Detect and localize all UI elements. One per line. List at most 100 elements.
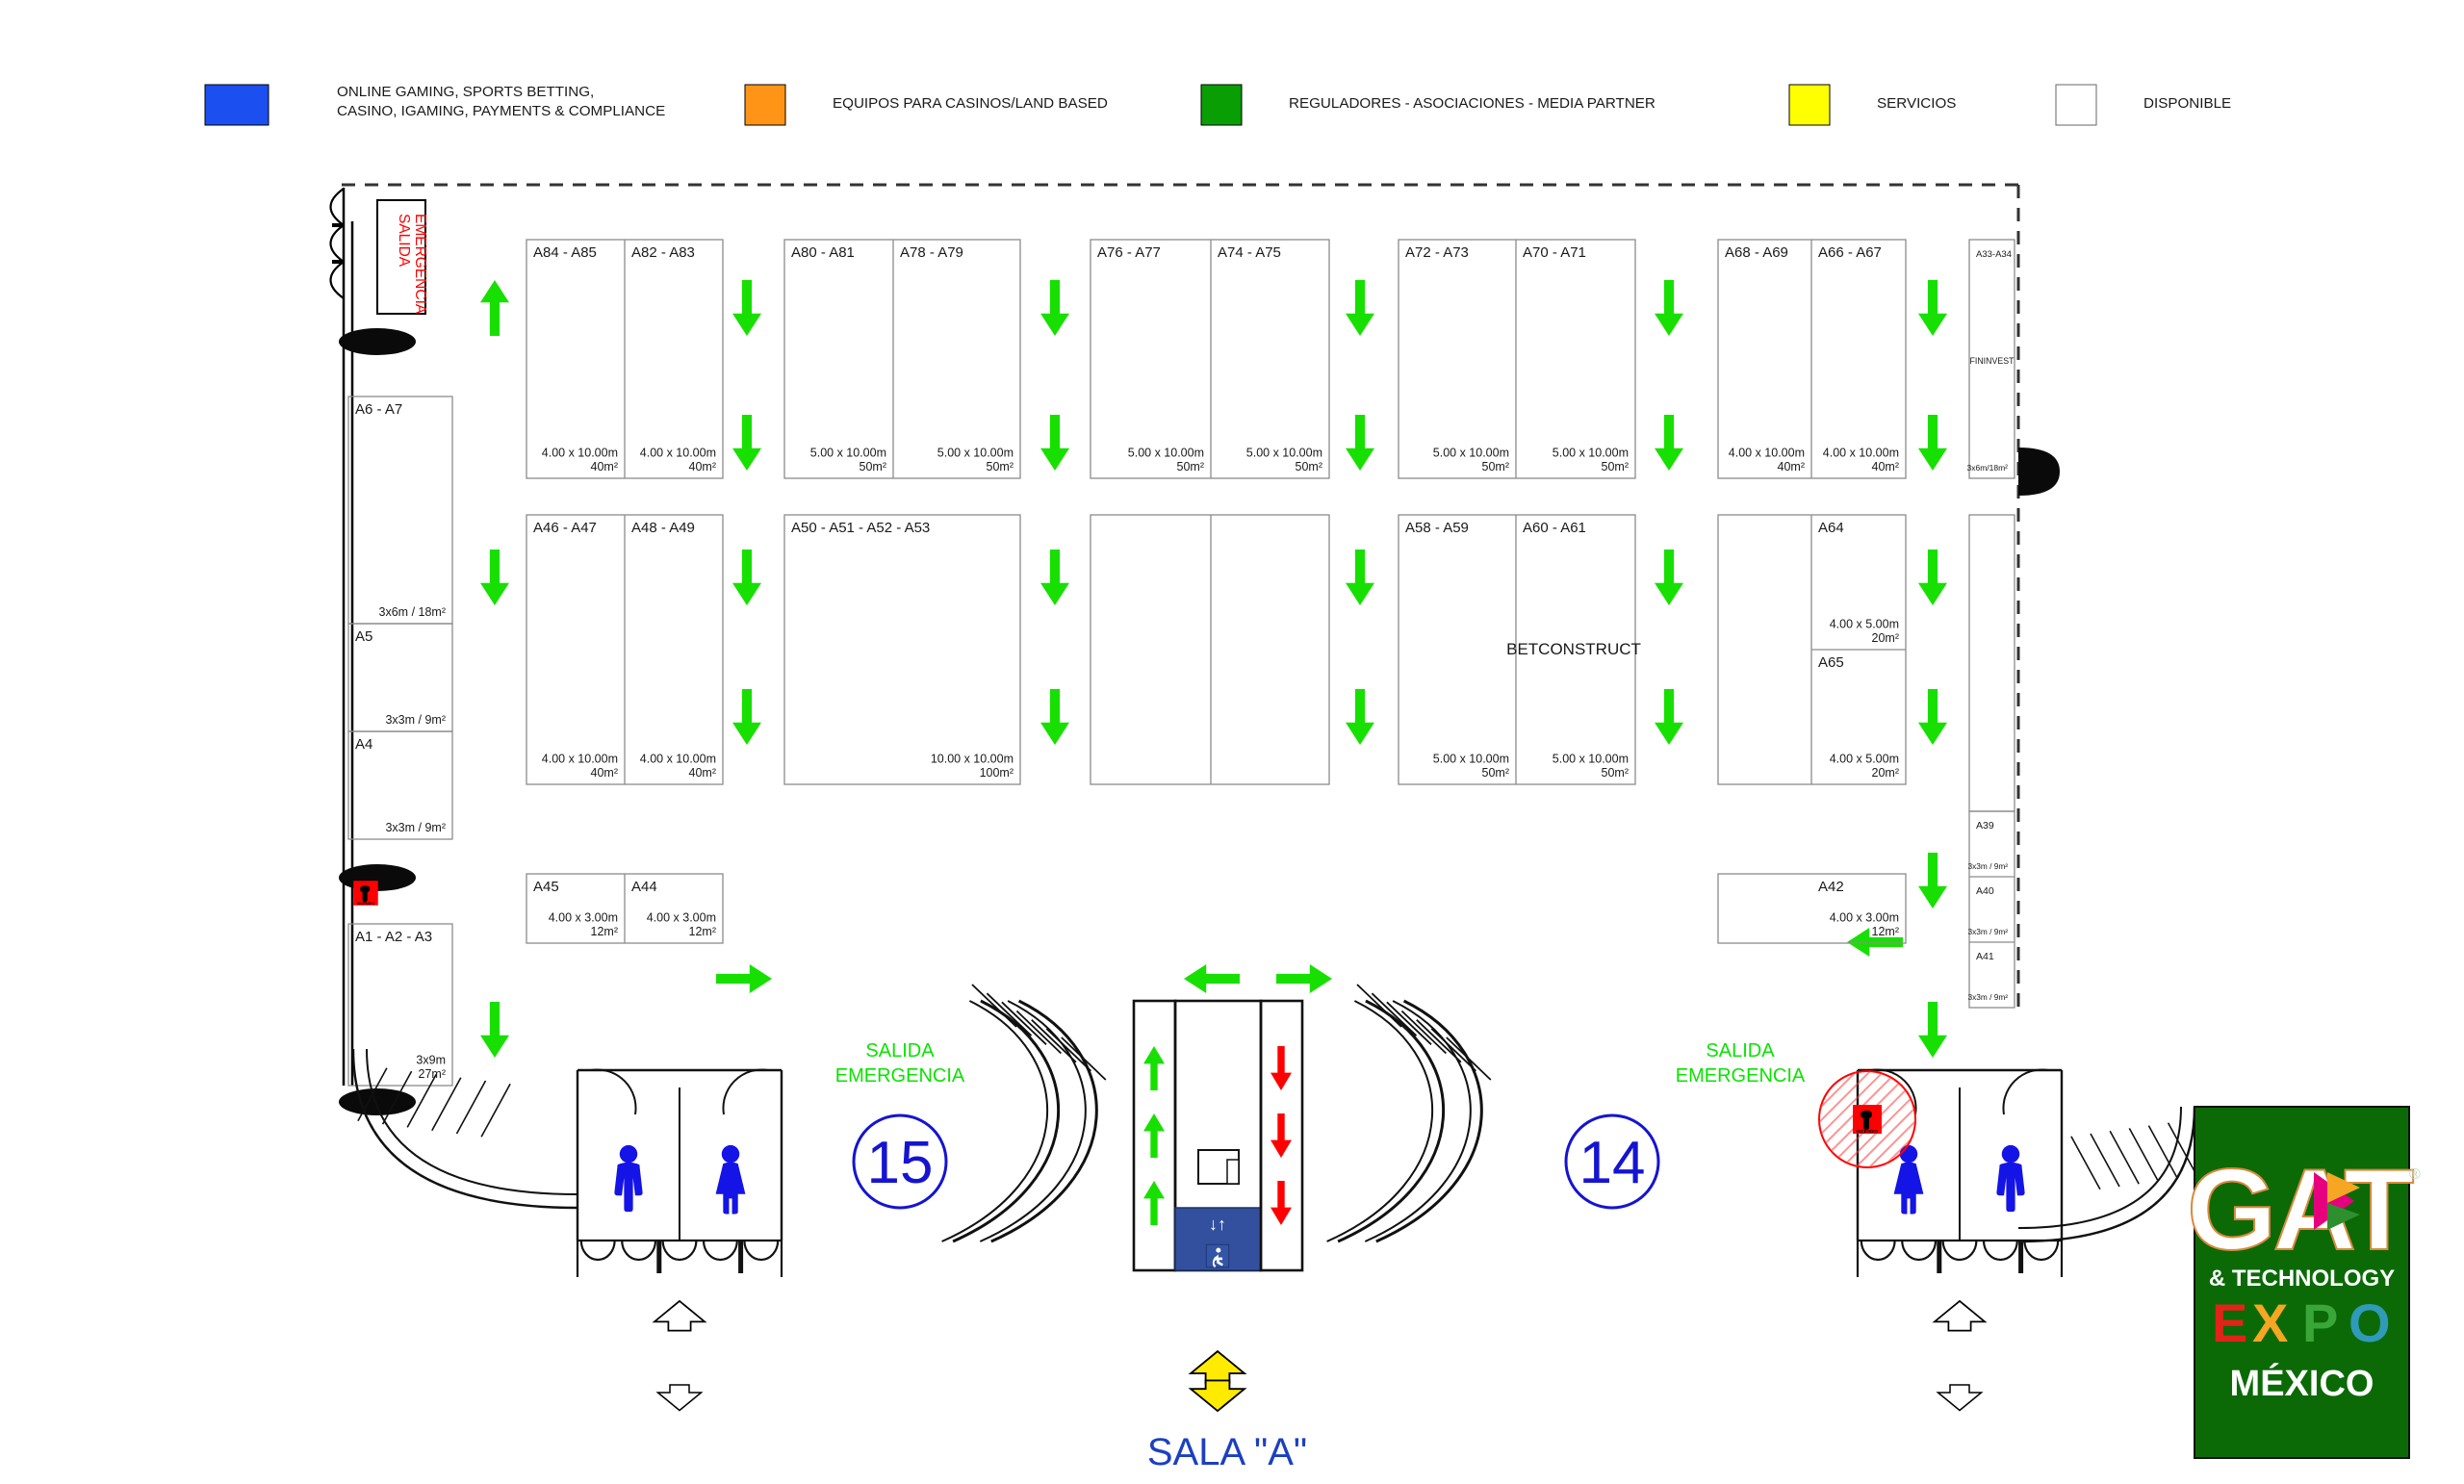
svg-text:50m²: 50m² (1482, 766, 1509, 780)
svg-text:50m²: 50m² (1602, 460, 1629, 473)
svg-text:5.00 x 10.00m: 5.00 x 10.00m (1433, 753, 1509, 766)
svg-text:4.00 x 10.00m: 4.00 x 10.00m (542, 753, 618, 766)
svg-text:4.00 x 10.00m: 4.00 x 10.00m (1823, 447, 1899, 460)
svg-text:3x9m: 3x9m (416, 1054, 446, 1067)
svg-text:3x6m / 18m²: 3x6m / 18m² (379, 605, 446, 619)
svg-text:40m²: 40m² (1872, 460, 1899, 473)
svg-text:15: 15 (867, 1130, 934, 1196)
svg-text:4.00 x 10.00m: 4.00 x 10.00m (640, 753, 716, 766)
svg-text:E: E (2212, 1292, 2247, 1353)
svg-text:A78 - A79: A78 - A79 (900, 244, 963, 261)
svg-text:A58 - A59: A58 - A59 (1405, 520, 1469, 536)
svg-text:A46 - A47: A46 - A47 (533, 520, 597, 536)
svg-text:A33-A34: A33-A34 (1976, 249, 2012, 260)
svg-text:50m²: 50m² (1296, 460, 1322, 473)
svg-text:A64: A64 (1818, 520, 1844, 536)
svg-text:A48 - A49: A48 - A49 (631, 520, 695, 536)
svg-text:5.00 x 10.00m: 5.00 x 10.00m (1246, 447, 1322, 460)
svg-text:4.00 x 10.00m: 4.00 x 10.00m (1729, 447, 1805, 460)
svg-text:A41: A41 (1976, 951, 1994, 962)
svg-text:12m²: 12m² (689, 925, 716, 938)
svg-text:INCENDIO: INCENDIO (357, 902, 375, 906)
svg-text:3x3m / 9m²: 3x3m / 9m² (1968, 927, 2009, 936)
svg-text:10.00 x 10.00m: 10.00 x 10.00m (931, 753, 1014, 766)
svg-text:50m²: 50m² (987, 460, 1014, 473)
svg-text:20m²: 20m² (1872, 766, 1899, 780)
svg-text:5.00 x 10.00m: 5.00 x 10.00m (1553, 447, 1629, 460)
svg-text:SERVICIOS: SERVICIOS (1877, 95, 1956, 112)
svg-text:3x3m / 9m²: 3x3m / 9m² (385, 713, 446, 727)
svg-text:50m²: 50m² (860, 460, 886, 473)
svg-text:5.00 x 10.00m: 5.00 x 10.00m (810, 447, 886, 460)
svg-text:SALIDA: SALIDA (865, 1040, 935, 1062)
svg-text:EQUIPOS PARA CASINOS/LAND BASE: EQUIPOS PARA CASINOS/LAND BASED (833, 95, 1108, 112)
svg-text:50m²: 50m² (1177, 460, 1204, 473)
svg-text:50m²: 50m² (1482, 460, 1509, 473)
svg-text:100m²: 100m² (980, 766, 1014, 780)
svg-text:A44: A44 (631, 879, 657, 895)
svg-text:MÉXICO: MÉXICO (2230, 1362, 2374, 1404)
svg-text:20m²: 20m² (1872, 631, 1899, 645)
svg-text:3x3m / 9m²: 3x3m / 9m² (1968, 861, 2009, 871)
svg-text:SALIDA: SALIDA (396, 214, 412, 268)
svg-text:40m²: 40m² (1778, 460, 1805, 473)
svg-text:A1 - A2 - A3: A1 - A2 - A3 (355, 929, 432, 945)
svg-text:4.00 x 3.00m: 4.00 x 3.00m (1830, 911, 1899, 925)
svg-text:4.00 x 10.00m: 4.00 x 10.00m (640, 447, 716, 460)
svg-text:A65: A65 (1818, 654, 1844, 671)
svg-text:27m²: 27m² (419, 1067, 446, 1081)
svg-text:A68 - A69: A68 - A69 (1725, 244, 1788, 261)
svg-text:A66 - A67: A66 - A67 (1818, 244, 1882, 261)
svg-text:INCENDIO: INCENDIO (1857, 1129, 1879, 1134)
svg-text:A84 - A85: A84 - A85 (533, 244, 597, 261)
svg-text:A74 - A75: A74 - A75 (1218, 244, 1281, 261)
svg-text:3x3m / 9m²: 3x3m / 9m² (1968, 992, 2009, 1002)
svg-text:A39: A39 (1976, 820, 1994, 832)
svg-text:40m²: 40m² (689, 766, 716, 780)
svg-text:40m²: 40m² (591, 766, 618, 780)
svg-text:A40: A40 (1976, 885, 1994, 897)
svg-text:A6 - A7: A6 - A7 (355, 401, 402, 418)
svg-text:A42: A42 (1818, 879, 1844, 895)
svg-text:12m²: 12m² (591, 925, 618, 938)
svg-text:5.00 x 10.00m: 5.00 x 10.00m (1128, 447, 1204, 460)
svg-text:50m²: 50m² (1602, 766, 1629, 780)
svg-text:CASINO, IGAMING, PAYMENTS & CO: CASINO, IGAMING, PAYMENTS & COMPLIANCE (337, 103, 665, 119)
svg-text:4.00 x 5.00m: 4.00 x 5.00m (1830, 753, 1899, 766)
svg-text:EMERGENCIA: EMERGENCIA (412, 214, 428, 315)
svg-text:3x3m / 9m²: 3x3m / 9m² (385, 821, 446, 834)
svg-text:4.00 x 3.00m: 4.00 x 3.00m (549, 911, 618, 925)
svg-text:A76 - A77: A76 - A77 (1097, 244, 1161, 261)
svg-text:4.00 x 5.00m: 4.00 x 5.00m (1830, 618, 1899, 631)
svg-text:5.00 x 10.00m: 5.00 x 10.00m (1553, 753, 1629, 766)
svg-text:EMERGENCIA: EMERGENCIA (835, 1065, 965, 1087)
svg-text:GAT: GAT (2187, 1145, 2414, 1274)
svg-text:& TECHNOLOGY: & TECHNOLOGY (2209, 1266, 2395, 1292)
svg-text:A50 - A51 - A52 - A53: A50 - A51 - A52 - A53 (791, 520, 930, 536)
svg-text:A5: A5 (355, 628, 372, 645)
svg-text:4.00 x 10.00m: 4.00 x 10.00m (542, 447, 618, 460)
svg-text:A60 - A61: A60 - A61 (1523, 520, 1586, 536)
svg-text:3x6m/18m²: 3x6m/18m² (1966, 463, 2008, 473)
svg-text:A4: A4 (355, 736, 372, 753)
svg-text:SALA "A": SALA "A" (1147, 1431, 1307, 1473)
svg-text:REGULADORES - ASOCIACIONES - M: REGULADORES - ASOCIACIONES - MEDIA PARTN… (1289, 95, 1656, 112)
svg-text:P: P (2302, 1292, 2338, 1353)
svg-text:EMERGENCIA: EMERGENCIA (1676, 1065, 1806, 1087)
svg-text:SALIDA: SALIDA (1706, 1040, 1775, 1062)
svg-text:BETCONSTRUCT: BETCONSTRUCT (1506, 640, 1641, 658)
svg-text:A45: A45 (533, 879, 559, 895)
svg-text:ONLINE GAMING, SPORTS BETTING,: ONLINE GAMING, SPORTS BETTING, (337, 84, 594, 100)
svg-text:12m²: 12m² (1872, 925, 1899, 938)
svg-text:4.00 x 3.00m: 4.00 x 3.00m (647, 911, 716, 925)
svg-text:A70 - A71: A70 - A71 (1523, 244, 1586, 261)
svg-text:O: O (2348, 1292, 2391, 1353)
svg-text:X: X (2252, 1292, 2288, 1353)
svg-text:®: ® (2409, 1166, 2421, 1183)
svg-text:FININVEST: FININVEST (1970, 356, 2015, 366)
svg-text:5.00 x 10.00m: 5.00 x 10.00m (1433, 447, 1509, 460)
svg-text:14: 14 (1579, 1130, 1646, 1196)
svg-text:5.00 x 10.00m: 5.00 x 10.00m (937, 447, 1014, 460)
svg-text:A72 - A73: A72 - A73 (1405, 244, 1469, 261)
svg-text:↓↑: ↓↑ (1209, 1215, 1226, 1234)
